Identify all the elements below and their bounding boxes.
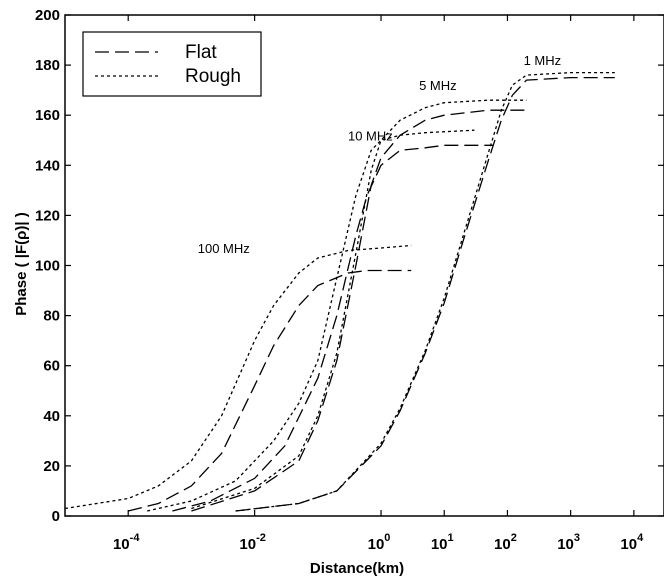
annotation-label: 1 MHz (524, 53, 562, 68)
legend: Flat Rough (82, 31, 262, 97)
x-axis-ticks: 10-4 10-2 100 101 102 103 104 (113, 15, 644, 553)
x-tick-label: 101 (431, 532, 454, 553)
y-tick-label: 40 (43, 408, 60, 425)
series-line-5-mhz-dashed (191, 109, 527, 512)
y-tick-label: 160 (35, 107, 60, 124)
y-tick-label: 60 (43, 358, 60, 375)
annotation-label: 5 MHz (419, 78, 457, 93)
y-tick-label: 180 (35, 57, 60, 74)
x-tick-label: 102 (494, 532, 517, 553)
x-tick-label: 104 (620, 532, 644, 553)
y-axis-ticks: 0 20 40 60 80 100 120 140 160 180 200 (35, 7, 664, 525)
y-tick-label: 20 (43, 458, 60, 475)
series-line-10-mhz-dotted (147, 129, 475, 512)
y-tick-label: 80 (43, 308, 60, 325)
series-line-100-mhz-dashed (128, 269, 412, 512)
y-tick-label: 120 (35, 207, 60, 224)
y-tick-label: 100 (35, 258, 60, 275)
series-line-100-mhz-dotted (64, 244, 412, 510)
x-tick-label: 10-2 (239, 532, 265, 553)
x-tick-label: 100 (368, 532, 391, 553)
legend-label: Rough (185, 66, 241, 87)
series-line-1-mhz-dashed (235, 76, 615, 512)
series-line-1-mhz-dotted (235, 71, 615, 512)
y-tick-label: 0 (52, 508, 60, 525)
x-tick-label: 103 (557, 532, 580, 553)
legend-box (82, 31, 262, 97)
x-tick-label: 10-4 (113, 532, 140, 553)
y-tick-label: 200 (35, 7, 60, 24)
y-axis-label: Phase ( |F(ρ)| ) (13, 212, 30, 316)
series-line-10-mhz-dashed (172, 144, 494, 512)
annotations: 1 MHz 5 MHz 10 MHz 100 MHz (198, 53, 561, 256)
legend-label: Flat (185, 42, 217, 63)
annotation-label: 10 MHz (348, 128, 393, 143)
y-tick-label: 140 (35, 157, 60, 174)
series-layer (64, 71, 615, 512)
annotation-label: 100 MHz (198, 241, 250, 256)
x-axis-label: Distance(km) (310, 560, 404, 577)
series-line-5-mhz-dotted (191, 99, 527, 510)
